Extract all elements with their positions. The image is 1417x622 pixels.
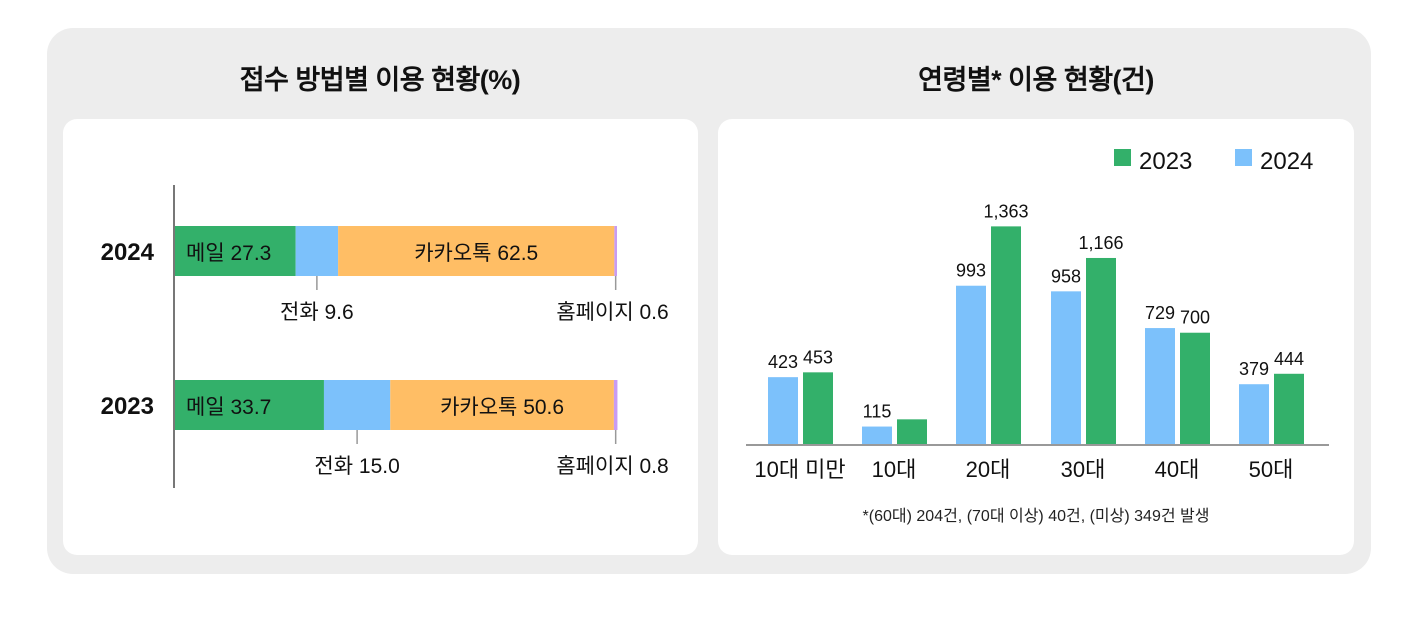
method-chart-title: 접수 방법별 이용 현황(%) [239,65,521,95]
x-tick-label-0: 10대 미만 [754,457,845,482]
age-chart-title: 연령별* 이용 현황(건) [918,65,1154,95]
x-tick-label-5: 50대 [1249,457,1294,482]
value-label-2023-5: 444 [1274,349,1304,369]
legend-label-2023: 2023 [1139,148,1192,175]
bar-2024-1 [862,426,892,445]
value-label-2023-3: 1,166 [1078,233,1123,253]
bar-phone-2024 [295,226,339,276]
value-label-2023-0: 453 [803,347,833,367]
bar-2024-0 [768,377,798,445]
value-label-2024-2: 993 [956,261,986,281]
method-chart: 2024 메일 27.3 전화 9.6 카카오톡 62.5 홈페이지 0.6 2023 메일… [101,185,669,488]
bar-2023-2 [991,226,1021,445]
label-phone-2024: 전화 9.6 [280,301,354,324]
label-kakao-2024: 카카오톡 62.5 [414,242,538,265]
value-label-2023-2: 1,363 [983,201,1028,221]
bar-2024-2 [956,285,986,445]
legend-label-2024: 2024 [1260,148,1313,175]
bar-mail-2024 [175,226,296,276]
age-chart: 2023 2024 423 453 10대 미만 115 10대 993 1,363 20대 958… [746,148,1329,525]
footnote: *(60대) 204건, (70대 이상) 40건, (미상) 349건 발생 [863,507,1210,525]
label-mail-2023: 메일 33.7 [186,396,271,419]
bar-2024-5 [1239,384,1269,445]
label-kakao-2023: 카카오톡 50.6 [440,396,564,419]
label-web-2024: 홈페이지 0.6 [556,301,668,324]
year-label-2024: 2024 [101,239,155,266]
bar-2023-3 [1086,257,1116,445]
x-tick-label-3: 30대 [1061,457,1106,482]
value-label-2024-1: 115 [863,402,892,422]
value-label-2023-4: 700 [1180,308,1210,328]
bar-2023-1 [897,419,927,445]
bar-2024-4 [1145,328,1175,445]
age-chart-card: 2023 2024 423 453 10대 미만 115 10대 993 1,363 20대 958… [718,119,1354,555]
bar-kakao-2023 [390,380,614,430]
bar-2024-3 [1051,291,1081,445]
legend-swatch-2023 [1114,149,1131,166]
value-label-2024-5: 379 [1239,359,1269,379]
label-web-2023: 홈페이지 0.8 [556,455,668,478]
year-label-2023: 2023 [101,393,154,420]
label-phone-2023: 전화 15.0 [314,455,399,478]
bar-web-2024 [614,226,617,276]
bar-phone-2023 [323,380,391,430]
x-tick-label-2: 20대 [966,457,1011,482]
bar-web-2023 [613,380,618,430]
bar-2023-5 [1274,373,1304,445]
legend-swatch-2024 [1235,149,1252,166]
label-mail-2024: 메일 27.3 [186,242,271,265]
value-label-2024-4: 729 [1145,303,1175,323]
bar-mail-2023 [175,380,324,430]
x-tick-label-1: 10대 [872,457,917,482]
x-tick-label-4: 40대 [1155,457,1200,482]
method-chart-card: 2024 메일 27.3 전화 9.6 카카오톡 62.5 홈페이지 0.6 2023 메일… [63,119,698,555]
bar-2023-4 [1180,332,1210,445]
value-label-2024-3: 958 [1051,266,1081,286]
bar-2023-0 [803,372,833,445]
value-label-2024-0: 423 [768,352,798,372]
bar-kakao-2024 [338,226,615,276]
